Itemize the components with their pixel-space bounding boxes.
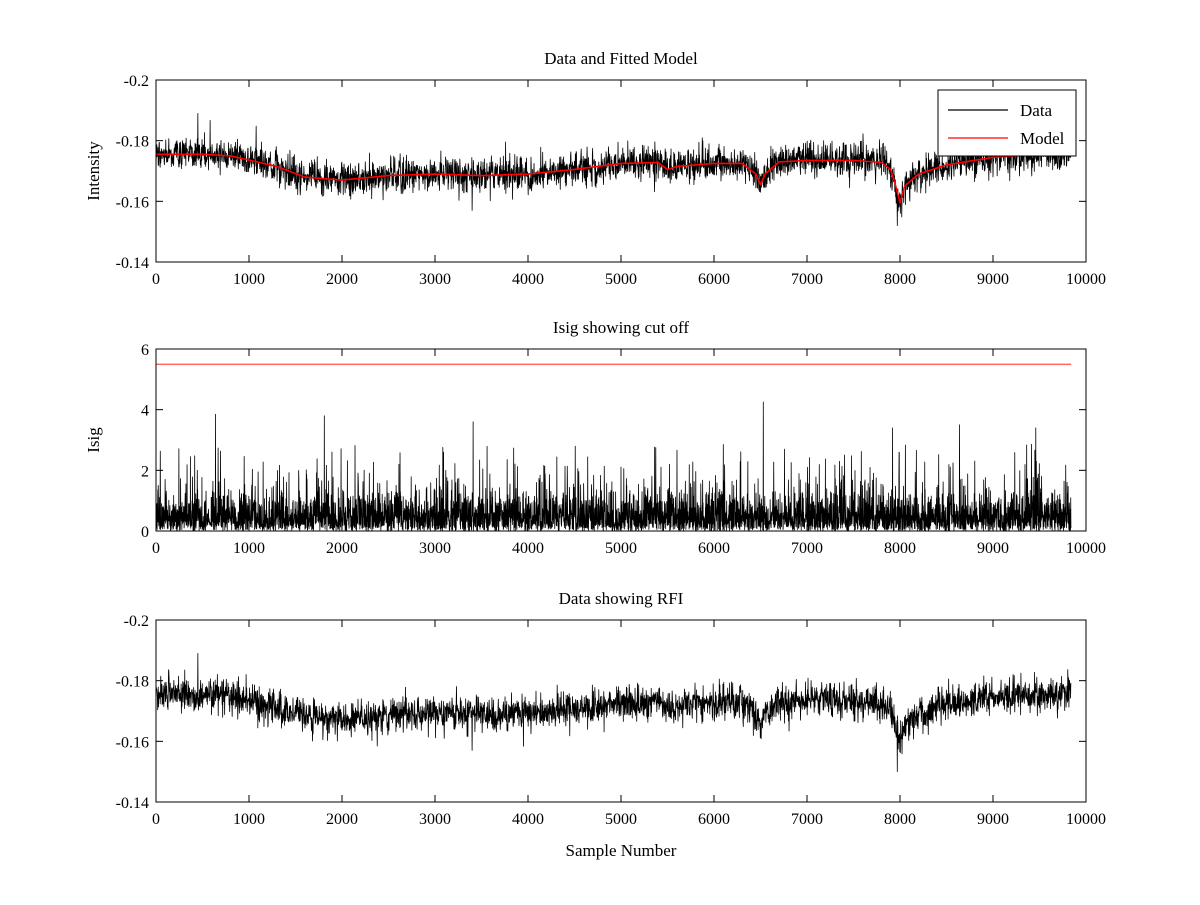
subplot-3: 0 1000 2000 3000 4000 5000 6000 7000 8000 9000 100… (116, 589, 1106, 860)
x-tick-label: 5000 (605, 811, 637, 828)
x-tick-label: 5000 (605, 540, 637, 557)
x-tick-label: 9000 (977, 540, 1009, 557)
y-axis-label: Isig (84, 427, 103, 453)
x-tick-label: 3000 (419, 271, 451, 288)
y-tick-label: -0.16 (116, 734, 149, 751)
subplot-2: 0 1000 2000 3000 4000 5000 6000 7000 8000 9000 100… (84, 318, 1106, 557)
legend-entry-model: Model (1020, 129, 1065, 148)
plot-area (156, 363, 1072, 531)
x-tick-label: 3000 (419, 540, 451, 557)
x-tick-label: 9000 (977, 811, 1009, 828)
x-axis-label: Sample Number (566, 841, 677, 860)
x-tick-label: 4000 (512, 271, 544, 288)
subplot-1: 0 1000 2000 3000 4000 5000 6000 7000 8000 9000 100… (84, 49, 1106, 288)
y-tick-label: 2 (141, 463, 149, 480)
x-tick-label: 8000 (884, 540, 916, 557)
plot-area (156, 112, 1072, 226)
x-tick-label: 0 (152, 811, 160, 828)
x-tick-label: 7000 (791, 271, 823, 288)
y-tick-label: -0.18 (116, 674, 149, 691)
x-tick-label: 1000 (233, 540, 265, 557)
x-tick-label: 10000 (1066, 811, 1106, 828)
x-tick-label: 6000 (698, 540, 730, 557)
y-tick-label: 0 (141, 524, 149, 541)
y-tick-label: -0.2 (124, 613, 149, 630)
series-data-line (156, 652, 1072, 773)
x-tick-label: 1000 (233, 811, 265, 828)
x-tick-label: 2000 (326, 811, 358, 828)
x-tick-label: 2000 (326, 540, 358, 557)
chart-title: Data and Fitted Model (544, 49, 698, 68)
x-tick-label: 3000 (419, 811, 451, 828)
y-tick-label: -0.14 (116, 795, 149, 812)
x-tick-label: 7000 (791, 540, 823, 557)
x-tick-label: 6000 (698, 271, 730, 288)
x-tick-label: 0 (152, 271, 160, 288)
x-tick-label: 0 (152, 540, 160, 557)
x-tick-label: 9000 (977, 271, 1009, 288)
y-tick-label: -0.14 (116, 255, 149, 272)
series-model-line (156, 153, 1072, 204)
x-tick-label: 4000 (512, 811, 544, 828)
plot-area (156, 652, 1072, 773)
legend-entry-data: Data (1020, 101, 1053, 120)
chart-title: Data showing RFI (559, 589, 684, 608)
y-axis-label: Intensity (84, 141, 103, 201)
y-tick-label: -0.18 (116, 134, 149, 151)
y-tick-label: 4 (141, 403, 149, 420)
series-isig-line (156, 401, 1072, 531)
x-tick-label: 10000 (1066, 540, 1106, 557)
legend-box (937, 89, 1077, 157)
x-tick-label: 8000 (884, 811, 916, 828)
legend: Data Model (937, 89, 1077, 157)
x-tick-label: 1000 (233, 271, 265, 288)
x-tick-label: 4000 (512, 540, 544, 557)
chart-title: Isig showing cut off (553, 318, 689, 337)
x-tick-label: 5000 (605, 271, 637, 288)
x-tick-label: 2000 (326, 271, 358, 288)
x-tick-label: 7000 (791, 811, 823, 828)
y-tick-label: -0.2 (124, 73, 149, 90)
x-tick-label: 6000 (698, 811, 730, 828)
y-tick-label: -0.16 (116, 194, 149, 211)
x-tick-label: 10000 (1066, 271, 1106, 288)
x-tick-label: 8000 (884, 271, 916, 288)
y-tick-label: 6 (141, 342, 149, 359)
